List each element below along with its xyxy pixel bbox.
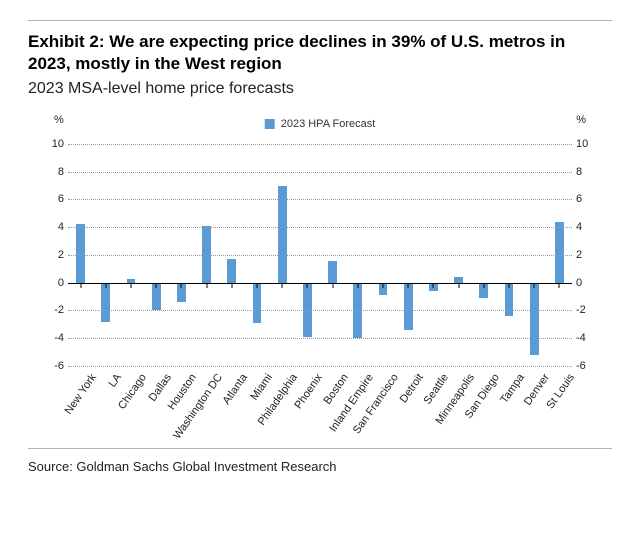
bottom-rule	[28, 448, 612, 449]
source-line: Source: Goldman Sachs Global Investment …	[28, 459, 612, 474]
gridline	[68, 199, 572, 200]
ytick-right: 2	[576, 249, 594, 261]
ytick-right: -4	[576, 332, 594, 344]
ytick-left: 8	[46, 166, 64, 178]
ytick-right: -6	[576, 360, 594, 372]
xtick	[282, 283, 283, 288]
xtick	[408, 283, 409, 288]
ytick-right: -2	[576, 304, 594, 316]
xtick	[509, 283, 510, 288]
gridline	[68, 144, 572, 145]
x-label: New York	[54, 366, 99, 417]
chart: % % 2023 HPA Forecast -6-6-4-4-2-2002244…	[28, 118, 612, 438]
ytick-left: 4	[46, 221, 64, 233]
xtick	[332, 283, 333, 288]
gridline	[68, 227, 572, 228]
ytick-right: 8	[576, 166, 594, 178]
xtick	[181, 283, 182, 288]
xtick	[80, 283, 81, 288]
gridline	[68, 172, 572, 173]
bar	[101, 283, 110, 322]
ytick-right: 6	[576, 193, 594, 205]
ytick-left: 2	[46, 249, 64, 261]
gridline	[68, 255, 572, 256]
xtick	[307, 283, 308, 288]
legend-label: 2023 HPA Forecast	[281, 118, 376, 130]
ytick-right: 10	[576, 138, 594, 150]
gridline	[68, 310, 572, 311]
bar	[530, 283, 539, 355]
xtick	[257, 283, 258, 288]
legend: 2023 HPA Forecast	[265, 118, 376, 130]
bar	[555, 222, 564, 283]
xtick	[131, 283, 132, 288]
xtick	[433, 283, 434, 288]
xtick	[458, 283, 459, 288]
legend-swatch	[265, 119, 275, 129]
ytick-right: 0	[576, 277, 594, 289]
zero-line	[68, 283, 572, 284]
y-unit-left: %	[54, 114, 64, 126]
bar	[253, 283, 262, 323]
xtick	[483, 283, 484, 288]
ytick-left: -4	[46, 332, 64, 344]
xtick	[383, 283, 384, 288]
xtick	[559, 283, 560, 288]
bar	[328, 261, 337, 283]
top-rule	[28, 20, 612, 21]
gridline	[68, 366, 572, 367]
y-unit-right: %	[576, 114, 586, 126]
gridline	[68, 338, 572, 339]
ytick-left: 0	[46, 277, 64, 289]
ytick-left: -2	[46, 304, 64, 316]
ytick-left: -6	[46, 360, 64, 372]
bar	[76, 224, 85, 282]
bar	[227, 259, 236, 283]
plot-area: -6-6-4-4-2-200224466881010New YorkLAChic…	[68, 144, 572, 366]
xtick	[156, 283, 157, 288]
exhibit: Exhibit 2: We are expecting price declin…	[0, 0, 640, 540]
exhibit-title: Exhibit 2: We are expecting price declin…	[28, 31, 612, 75]
bar	[404, 283, 413, 330]
xtick	[534, 283, 535, 288]
xtick	[206, 283, 207, 288]
xtick	[231, 283, 232, 288]
ytick-right: 4	[576, 221, 594, 233]
xtick	[357, 283, 358, 288]
ytick-left: 10	[46, 138, 64, 150]
xtick	[105, 283, 106, 288]
footer: Source: Goldman Sachs Global Investment …	[28, 448, 612, 474]
ytick-left: 6	[46, 193, 64, 205]
exhibit-subtitle: 2023 MSA-level home price forecasts	[28, 79, 612, 100]
